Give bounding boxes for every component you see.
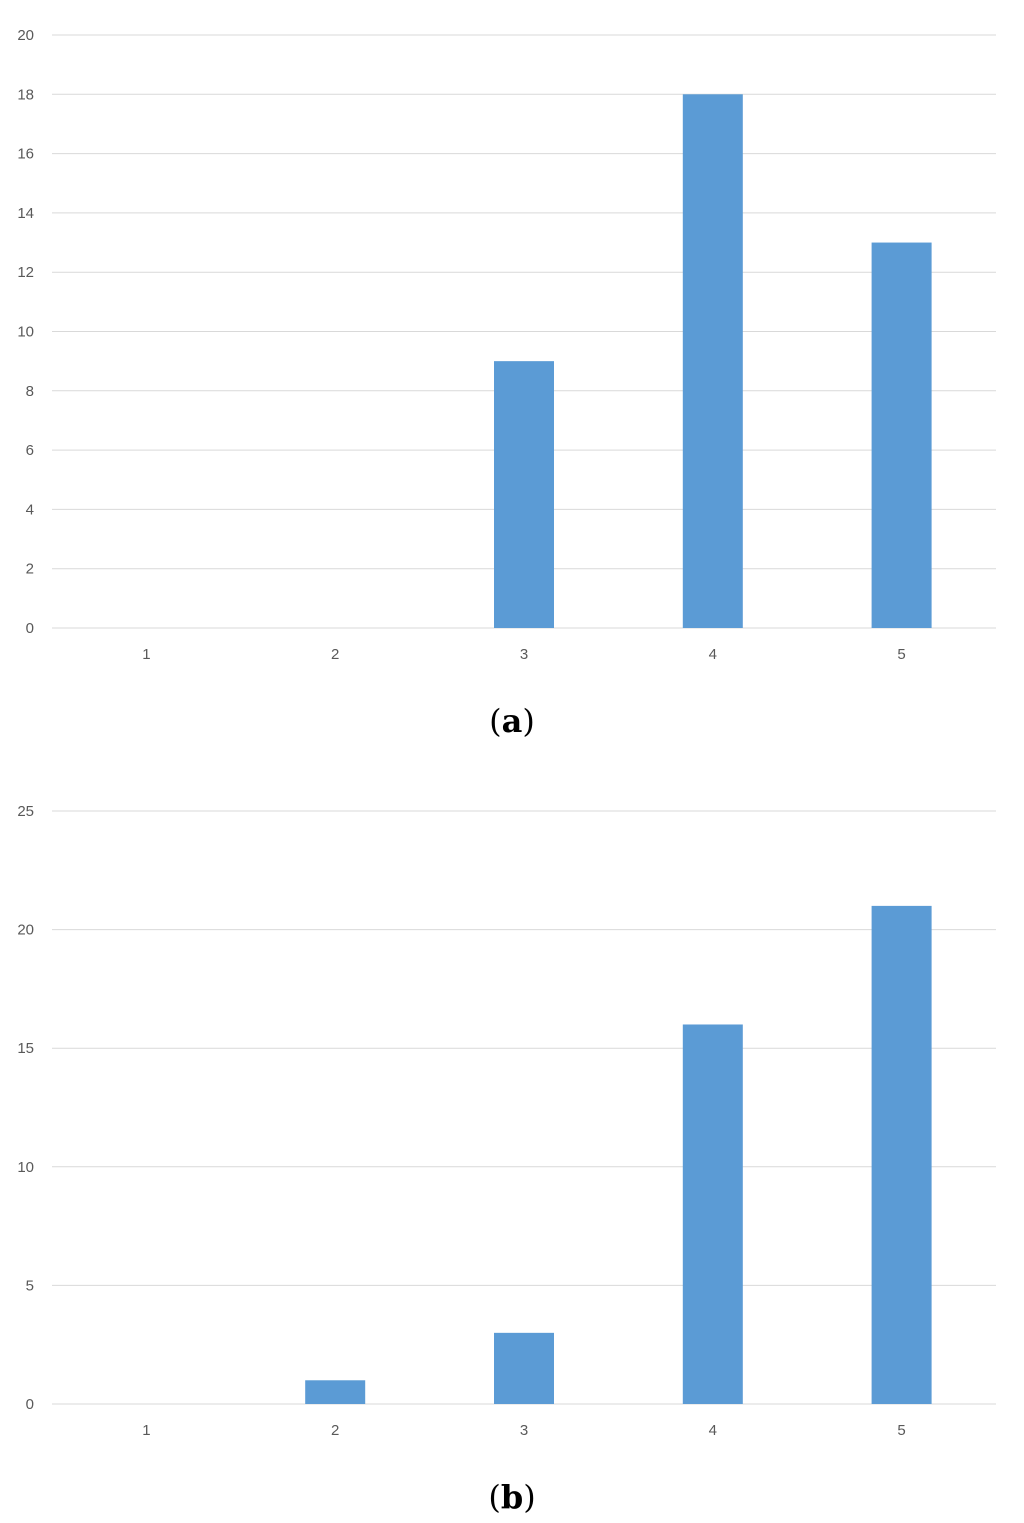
- x-axis-ticks: 1 2 3 4 5: [142, 1422, 906, 1439]
- x-tick-label: 2: [331, 1422, 339, 1439]
- y-tick-label: 18: [17, 86, 34, 103]
- y-tick-label: 20: [17, 922, 34, 939]
- caption-close-paren: ): [523, 1478, 535, 1516]
- y-tick-label: 10: [17, 1159, 34, 1176]
- y-tick-label: 0: [26, 620, 34, 637]
- bar-3: [494, 1332, 554, 1404]
- caption-open-paren: (: [489, 702, 501, 740]
- bars: [494, 94, 932, 629]
- bar-4: [682, 94, 743, 629]
- y-tick-label: 15: [17, 1040, 34, 1057]
- caption-b: (b): [488, 1478, 535, 1516]
- y-axis-ticks: 0 5 10 15 20 25: [17, 803, 34, 1413]
- x-tick-label: 5: [897, 1422, 905, 1439]
- x-tick-label: 2: [331, 646, 339, 663]
- bar-3: [494, 361, 554, 628]
- y-axis-ticks: 0 2 4 6 8 10 12 14 16 18 20: [17, 27, 34, 637]
- x-tick-label: 3: [520, 1422, 528, 1439]
- y-tick-label: 0: [26, 1396, 34, 1413]
- x-tick-label: 1: [142, 646, 150, 663]
- bar-5: [871, 242, 932, 629]
- y-tick-label: 12: [17, 264, 34, 281]
- y-tick-label: 8: [26, 383, 34, 400]
- x-tick-label: 1: [142, 1422, 150, 1439]
- y-tick-label: 4: [26, 501, 34, 518]
- caption-letter: b: [501, 1478, 523, 1516]
- caption-close-paren: ): [522, 702, 534, 740]
- y-tick-label: 2: [26, 561, 34, 578]
- bar-chart-b: 0 5 10 15 20 25 1 2 3 4 5 (b): [17, 803, 996, 1516]
- caption-open-paren: (: [488, 1478, 500, 1516]
- bar-4: [682, 1024, 743, 1404]
- caption-letter: a: [502, 702, 523, 740]
- caption-a: (a): [489, 702, 535, 740]
- x-axis-ticks: 1 2 3 4 5: [142, 646, 906, 663]
- gridlines: [52, 810, 996, 1405]
- x-tick-label: 3: [520, 646, 528, 663]
- y-tick-label: 25: [17, 803, 34, 820]
- bar-2: [305, 1380, 366, 1404]
- x-tick-label: 4: [709, 1422, 717, 1439]
- y-tick-label: 5: [26, 1277, 34, 1294]
- y-tick-label: 6: [26, 442, 34, 459]
- y-tick-label: 16: [17, 146, 34, 163]
- y-tick-label: 20: [17, 27, 34, 44]
- x-tick-label: 5: [897, 646, 905, 663]
- y-tick-label: 14: [17, 205, 34, 222]
- x-tick-label: 4: [709, 646, 717, 663]
- y-tick-label: 10: [17, 324, 34, 341]
- bars: [305, 905, 932, 1404]
- bar-5: [871, 905, 932, 1404]
